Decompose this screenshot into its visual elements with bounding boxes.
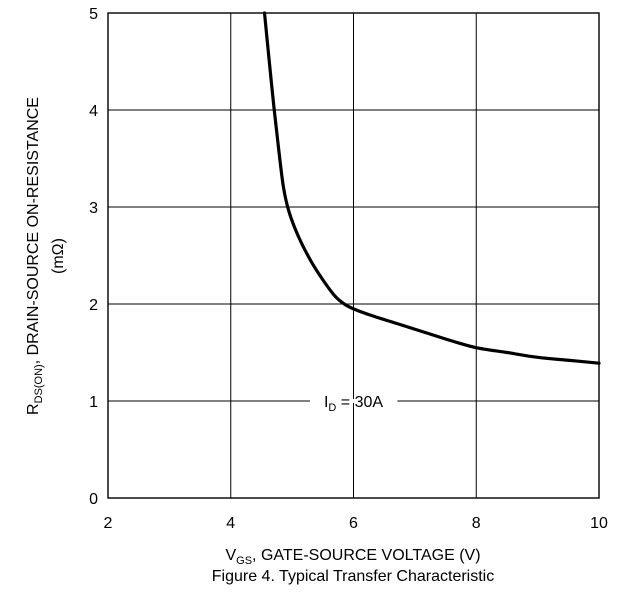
y-tick-label: 3 [89, 200, 98, 217]
annotation-background [309, 399, 398, 403]
y-axis-label-symbol: R [25, 403, 42, 415]
x-tick-label: 2 [104, 515, 113, 532]
y-tick-label: 5 [89, 6, 98, 23]
y-tick-labels: 0 1 2 3 4 5 [89, 6, 98, 508]
x-axis-label-subscript: GS [236, 555, 252, 567]
annotation-value: = 30A [336, 394, 383, 411]
x-axis-label-text: , GATE-SOURCE VOLTAGE (V) [252, 547, 480, 564]
current-annotation: ID = 30A [324, 394, 383, 414]
x-tick-label: 8 [472, 515, 481, 532]
grid-lines [108, 13, 599, 498]
y-tick-label: 2 [89, 297, 98, 314]
x-axis-label: VGS, GATE-SOURCE VOLTAGE (V) [225, 547, 480, 567]
x-tick-labels: 2 4 6 8 10 [104, 515, 608, 532]
annotation-symbol: I [324, 394, 328, 411]
y-axis-label: RDS(ON), DRAIN-SOURCE ON-RESISTANCE [25, 97, 45, 415]
x-tick-label: 10 [590, 515, 608, 532]
y-axis-label-text: , DRAIN-SOURCE ON-RESISTANCE [25, 97, 42, 364]
y-tick-label: 0 [89, 491, 98, 508]
plot-frame [107, 12, 600, 499]
y-tick-label: 4 [89, 103, 98, 120]
y-axis-label-subscript: DS(ON) [33, 364, 45, 403]
x-tick-label: 6 [349, 515, 358, 532]
annotation-subscript: D [328, 402, 336, 414]
x-axis-label-symbol: V [225, 547, 236, 564]
y-tick-label: 1 [89, 394, 98, 411]
data-series-line [262, 11, 601, 365]
y-axis-unit-label: (mΩ) [50, 238, 67, 274]
x-tick-label: 4 [226, 515, 235, 532]
figure-caption: Figure 4. Typical Transfer Characteristi… [212, 568, 494, 585]
